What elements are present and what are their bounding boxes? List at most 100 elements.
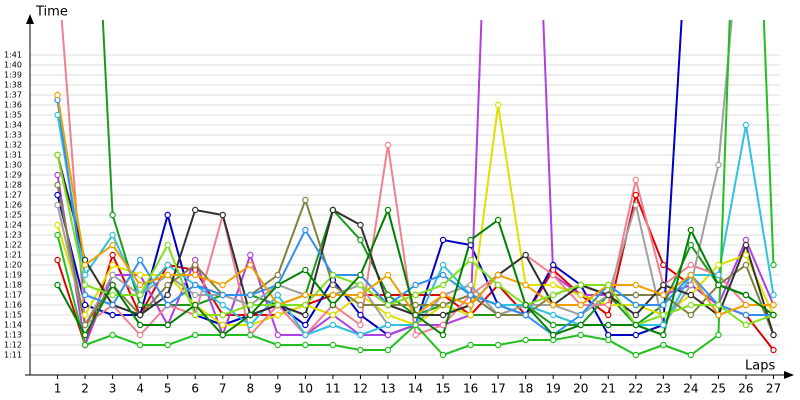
data-point xyxy=(687,301,695,309)
data-point xyxy=(192,206,199,214)
data-point xyxy=(494,311,502,319)
data-point xyxy=(632,201,639,209)
data-point xyxy=(742,251,750,259)
y-tick-label: 1:23 xyxy=(4,231,22,240)
data-point xyxy=(742,241,750,249)
data-point xyxy=(660,301,667,309)
data-point xyxy=(192,331,199,339)
data-point xyxy=(632,321,639,329)
data-point xyxy=(549,281,557,289)
data-point xyxy=(357,346,364,354)
x-tick-label: 1 xyxy=(54,382,62,396)
data-point xyxy=(192,311,199,319)
data-point xyxy=(522,311,529,319)
data-point xyxy=(494,301,502,309)
data-point xyxy=(467,311,474,319)
data-point xyxy=(384,331,392,339)
data-point xyxy=(329,311,337,319)
data-point xyxy=(274,331,282,339)
x-tick-label: 16 xyxy=(463,382,478,396)
data-point xyxy=(687,311,695,319)
x-tick-label: 15 xyxy=(435,382,450,396)
y-tick-label: 1:37 xyxy=(4,91,22,100)
data-point xyxy=(742,321,750,329)
data-point xyxy=(81,271,89,279)
y-tick-label: 1:14 xyxy=(4,321,22,330)
data-point xyxy=(384,271,392,279)
data-point xyxy=(494,271,502,279)
data-point xyxy=(715,281,722,289)
data-point xyxy=(687,291,695,299)
y-tick-label: 1:28 xyxy=(4,181,22,190)
x-tick-label: 2 xyxy=(81,382,89,396)
x-tick-label: 21 xyxy=(601,382,616,396)
data-point xyxy=(577,301,584,309)
data-point xyxy=(632,311,639,319)
x-tick-label: 18 xyxy=(518,382,533,396)
x-tick-label: 19 xyxy=(546,382,561,396)
data-point xyxy=(164,291,171,299)
data-point xyxy=(357,221,364,229)
data-point xyxy=(412,301,419,309)
data-point xyxy=(54,181,61,189)
data-point xyxy=(136,341,144,349)
y-tick-label: 1:11 xyxy=(4,351,22,360)
data-point xyxy=(81,321,89,329)
y-tick-label: 1:18 xyxy=(4,281,22,290)
data-point xyxy=(715,261,722,269)
data-point xyxy=(577,311,584,319)
data-point xyxy=(660,341,667,349)
data-point xyxy=(109,251,116,259)
data-point xyxy=(247,321,254,329)
data-point xyxy=(549,261,557,269)
data-point xyxy=(302,331,309,339)
x-axis-label: Laps xyxy=(745,359,775,374)
y-tick-label: 1:17 xyxy=(4,291,22,300)
data-point xyxy=(687,241,695,249)
data-point xyxy=(274,311,282,319)
data-point xyxy=(549,271,557,279)
data-point xyxy=(136,291,144,299)
data-point xyxy=(247,261,254,269)
data-point xyxy=(164,261,171,269)
data-point xyxy=(164,271,171,279)
data-point xyxy=(577,281,584,289)
data-point xyxy=(632,351,639,359)
data-point xyxy=(219,321,226,329)
data-point xyxy=(357,311,364,319)
x-tick-label: 26 xyxy=(738,382,753,396)
x-axis-arrow xyxy=(784,371,794,379)
data-point xyxy=(247,331,254,339)
data-point xyxy=(329,291,337,299)
data-point xyxy=(742,121,750,129)
data-point xyxy=(439,321,447,329)
data-point xyxy=(632,176,639,184)
data-point xyxy=(494,101,502,109)
data-point xyxy=(54,256,61,264)
data-point xyxy=(384,141,392,149)
data-point xyxy=(109,301,116,309)
data-point xyxy=(136,301,144,309)
data-point xyxy=(715,161,722,169)
y-tick-label: 1:36 xyxy=(4,101,22,110)
data-point xyxy=(522,281,529,289)
y-tick-label: 1:31 xyxy=(4,151,22,160)
data-point xyxy=(219,301,226,309)
y-tick-label: 1:27 xyxy=(4,191,22,200)
data-point xyxy=(605,321,612,329)
data-point xyxy=(247,291,254,299)
data-point xyxy=(770,261,777,269)
data-point xyxy=(412,291,419,299)
data-point xyxy=(357,281,364,289)
data-point xyxy=(660,321,667,329)
data-point xyxy=(494,281,502,289)
data-point xyxy=(412,281,419,289)
data-point xyxy=(494,341,502,349)
data-point xyxy=(439,291,447,299)
data-point xyxy=(742,261,750,269)
data-point xyxy=(577,331,584,339)
y-tick-label: 1:16 xyxy=(4,301,22,310)
data-point xyxy=(605,311,612,319)
data-point xyxy=(357,321,364,329)
data-point xyxy=(329,206,337,214)
